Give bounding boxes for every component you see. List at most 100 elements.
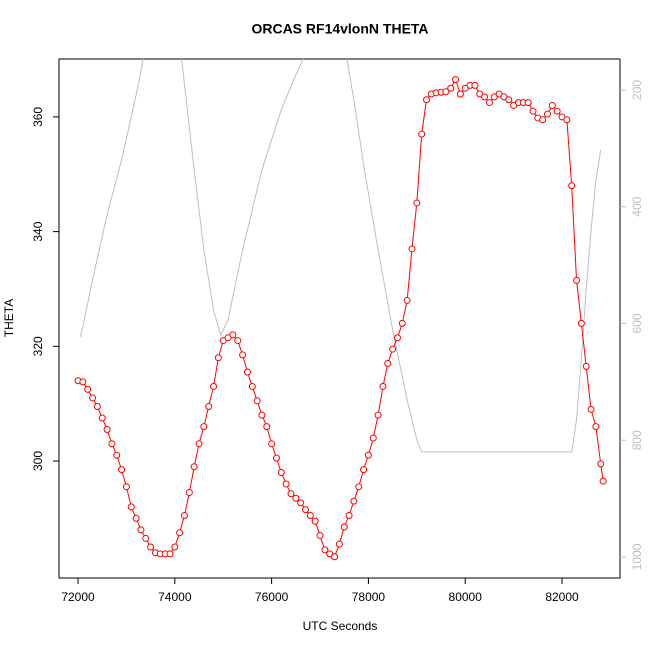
point [234, 337, 242, 345]
point [200, 423, 208, 431]
point [553, 107, 561, 115]
point [345, 511, 353, 519]
series-line [79, 59, 602, 453]
point [253, 397, 261, 405]
point [301, 506, 309, 514]
point [239, 351, 247, 359]
point [563, 116, 571, 124]
point [190, 463, 198, 471]
point [171, 543, 179, 551]
point [592, 423, 600, 431]
y2-tick-label: 200 [630, 80, 644, 100]
point [113, 451, 121, 459]
point [393, 334, 401, 342]
point [311, 517, 319, 525]
point [568, 182, 576, 190]
point [418, 130, 426, 138]
point [287, 490, 295, 498]
point [398, 319, 406, 327]
x-tick-label: 72000 [61, 590, 95, 604]
y2-tick-label: 600 [630, 313, 644, 333]
point [277, 468, 285, 476]
point [137, 526, 145, 534]
point [384, 360, 392, 368]
point [181, 511, 189, 519]
point [243, 368, 251, 376]
point [98, 414, 106, 422]
point [132, 514, 140, 522]
point [599, 477, 607, 485]
point [89, 394, 97, 402]
point [258, 411, 266, 419]
point [147, 543, 155, 551]
point [229, 331, 237, 339]
x-axis-label: UTC Seconds [303, 619, 378, 633]
plot-area [74, 59, 607, 561]
point [142, 534, 150, 542]
point [481, 93, 489, 101]
point [587, 405, 595, 413]
point [118, 466, 126, 474]
point [485, 99, 493, 107]
point [408, 245, 416, 253]
point [582, 362, 590, 370]
point [335, 540, 343, 548]
point [577, 319, 585, 327]
point [403, 296, 411, 304]
point [103, 425, 111, 433]
point [355, 483, 363, 491]
point [505, 96, 513, 104]
point [389, 345, 397, 353]
point [539, 116, 547, 124]
x-tick-label: 76000 [255, 590, 289, 604]
point [422, 96, 430, 104]
point [79, 378, 87, 386]
point [306, 511, 314, 519]
point [205, 403, 213, 411]
plot-box [58, 58, 621, 579]
point [316, 532, 324, 540]
point [321, 546, 329, 554]
point [176, 529, 184, 537]
y-axis-label: THETA [2, 299, 16, 337]
point [360, 466, 368, 474]
point [195, 440, 203, 448]
point [263, 423, 271, 431]
point [331, 553, 339, 561]
point [364, 451, 372, 459]
point [166, 550, 174, 558]
y-tick-label: 320 [31, 336, 45, 356]
point [369, 434, 377, 442]
point [529, 107, 537, 115]
point [413, 199, 421, 207]
point [350, 497, 358, 505]
point [248, 382, 256, 390]
point [297, 499, 305, 507]
point [524, 99, 532, 107]
point [292, 494, 300, 502]
point [597, 460, 605, 468]
point [374, 411, 382, 419]
point [210, 382, 218, 390]
x-tick-label: 80000 [449, 590, 483, 604]
point [108, 440, 116, 448]
point [185, 489, 193, 497]
point [122, 483, 130, 491]
point [452, 76, 460, 84]
y2-tick-label: 400 [630, 196, 644, 216]
point [84, 385, 92, 393]
x-tick-label: 78000 [352, 590, 386, 604]
y-tick-label: 340 [31, 221, 45, 241]
point [379, 382, 387, 390]
y-tick-label: 360 [31, 107, 45, 127]
point [93, 403, 101, 411]
point [456, 90, 464, 98]
point [214, 354, 222, 362]
point [340, 523, 348, 531]
chart-title: ORCAS RF14vlonN THETA [251, 21, 428, 37]
point [272, 454, 280, 462]
y2-tick-label: 1000 [630, 543, 644, 570]
point [447, 84, 455, 92]
